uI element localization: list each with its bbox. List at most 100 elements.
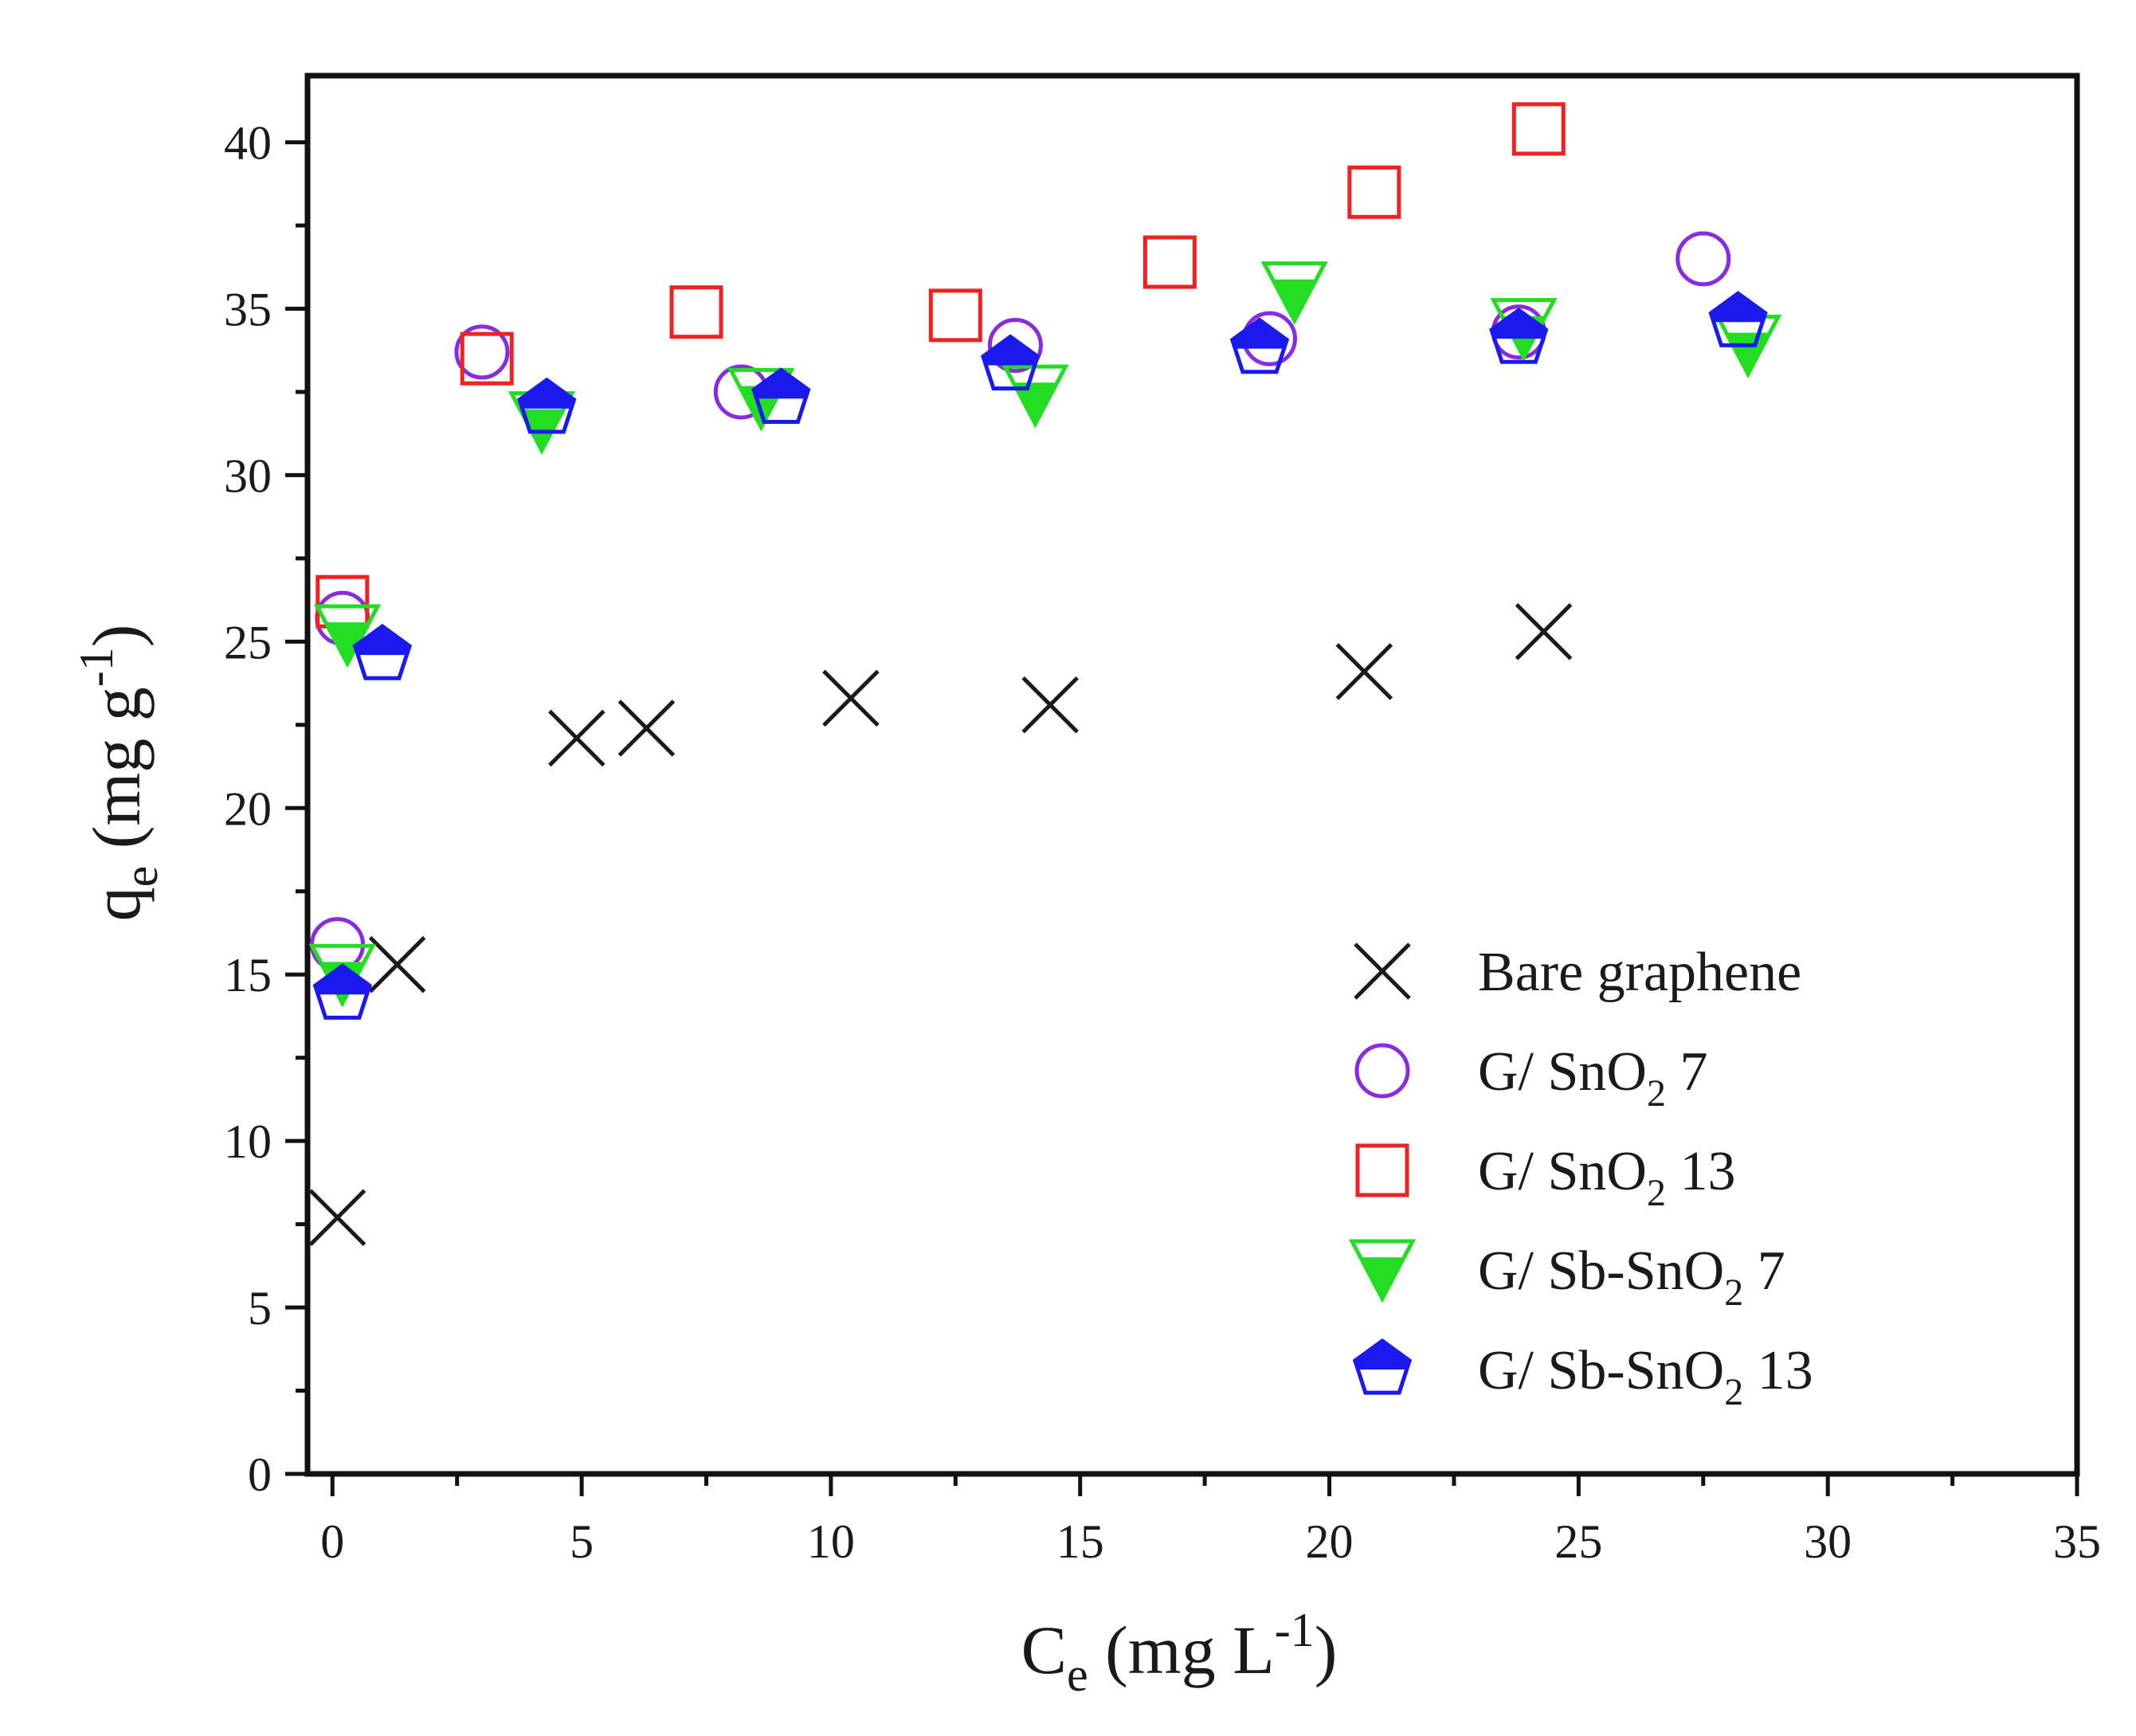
x-tick-label: 0 [320, 1515, 344, 1568]
pentagon-marker-fill [1232, 319, 1287, 349]
x-axis-title: Ce (mg L-1) [1021, 1604, 1338, 1701]
y-tick-label: 35 [224, 284, 272, 336]
y-axis-title: qe (mg g-1) [70, 625, 167, 922]
legend-label-main: G/ Sb-SnO [1478, 1240, 1724, 1302]
square-marker-shape [460, 331, 514, 386]
pentagon-marker-outline [1708, 291, 1768, 347]
data-point [1489, 308, 1549, 364]
data-point [1515, 603, 1573, 660]
legend-label-rest: 7 [1666, 1041, 1708, 1103]
square-marker-shape [1355, 1143, 1409, 1197]
legend-marker [1355, 1143, 1409, 1197]
triangle-marker-fill [1726, 332, 1770, 374]
data-point [617, 699, 676, 757]
data-point [987, 317, 1043, 373]
legend-label: G/ Sb-SnO2 13 [1478, 1340, 1813, 1413]
square-marker-shape [1511, 102, 1566, 156]
y-tick-label: 10 [224, 1115, 272, 1168]
legend-label-subscript: 2 [1647, 1072, 1666, 1115]
legend-label: G/ SnO2 13 [1478, 1141, 1735, 1214]
x-marker-stroke [548, 709, 606, 767]
circle-marker-shape [454, 324, 510, 380]
legend-label: G/ SnO2 7 [1478, 1041, 1707, 1115]
x-tick-label: 30 [1804, 1515, 1852, 1568]
circle-marker-shape [1675, 231, 1731, 287]
legend-label-main: Bare graphene [1478, 942, 1801, 1003]
legend-label-main: G/ SnO [1478, 1141, 1647, 1202]
legend-marker [1352, 1338, 1413, 1395]
x-marker-stroke [822, 669, 880, 727]
pentagon-marker-fill [355, 626, 410, 656]
data-point [1511, 102, 1566, 156]
series-5 [312, 291, 1768, 1020]
square-marker-shape [669, 285, 723, 339]
x-tick-label: 15 [1056, 1515, 1104, 1568]
legend-entry: G/ Sb-SnO2 13 [1352, 1338, 1813, 1413]
pentagon-marker-fill [1354, 1341, 1410, 1370]
legend-marker [1348, 1239, 1417, 1303]
data-point [1021, 676, 1079, 734]
pentagon-marker-outline [312, 963, 372, 1020]
legend-entry: G/ Sb-SnO2 7 [1348, 1239, 1785, 1314]
data-point [352, 623, 413, 680]
data-point [460, 331, 514, 386]
data-series [308, 102, 1782, 1247]
x-marker-stroke [308, 1189, 366, 1247]
triangle-marker-fill [325, 622, 370, 664]
data-point [980, 334, 1041, 391]
y-tick-label: 0 [248, 1448, 272, 1501]
x-marker-stroke [368, 935, 426, 993]
y-tick-label: 15 [224, 949, 272, 1001]
pentagon-marker-outline [980, 334, 1041, 391]
y-tick-label: 5 [248, 1282, 272, 1334]
pentagon-marker-outline [352, 623, 413, 680]
data-point [928, 288, 982, 343]
series-1 [308, 603, 1573, 1247]
triangle-marker-outline [1348, 1239, 1417, 1303]
circle-marker-shape [1354, 1043, 1410, 1099]
pentagon-marker-outline [1352, 1338, 1413, 1395]
x-tick-label: 35 [2053, 1515, 2101, 1568]
pentagon-marker-fill [1711, 293, 1766, 323]
y-tick-label: 40 [224, 117, 272, 170]
data-point [1142, 235, 1197, 289]
pentagon-marker-fill [519, 379, 574, 409]
triangle-marker-fill [1272, 279, 1317, 321]
legend-entry: G/ SnO2 13 [1355, 1141, 1735, 1214]
triangle-marker-fill [1360, 1257, 1405, 1299]
x-marker-stroke [1335, 643, 1393, 700]
square-marker-shape [1142, 235, 1197, 289]
legend-label: G/ Sb-SnO2 7 [1478, 1240, 1785, 1314]
legend-label-main: G/ SnO [1478, 1041, 1647, 1103]
data-point [1347, 165, 1401, 219]
data-point [312, 963, 372, 1020]
data-point [822, 669, 880, 727]
data-point [751, 367, 811, 424]
triangle-marker-outline [313, 604, 382, 668]
data-point [1708, 291, 1768, 347]
legend-marker [1354, 1043, 1410, 1099]
x-tick-label: 10 [807, 1515, 855, 1568]
legend-label-rest: 13 [1743, 1340, 1813, 1401]
x-axis-ticks: 0 5 10 15 20 25 30 35 [320, 1474, 2101, 1568]
legend-label-subscript: 2 [1724, 1371, 1743, 1413]
y-tick-label: 25 [224, 616, 272, 668]
x-marker-stroke [1021, 676, 1079, 734]
pentagon-marker-fill [1491, 310, 1546, 339]
x-marker-stroke [1515, 603, 1573, 660]
data-point [669, 285, 723, 339]
plot-frame [304, 72, 2080, 1477]
square-marker-shape [928, 288, 982, 343]
circle-marker-shape [987, 317, 1043, 373]
pentagon-marker-fill [315, 966, 370, 995]
data-point [1675, 231, 1731, 287]
data-point [548, 709, 606, 767]
legend-label-rest: 7 [1743, 1240, 1785, 1302]
legend-entry: G/ SnO2 7 [1354, 1041, 1707, 1115]
legend-label-main: G/ Sb-SnO [1478, 1340, 1724, 1401]
legend-label-rest: 13 [1666, 1141, 1736, 1202]
pentagon-marker-fill [982, 336, 1038, 366]
legend-label: Bare graphene [1478, 942, 1801, 1003]
